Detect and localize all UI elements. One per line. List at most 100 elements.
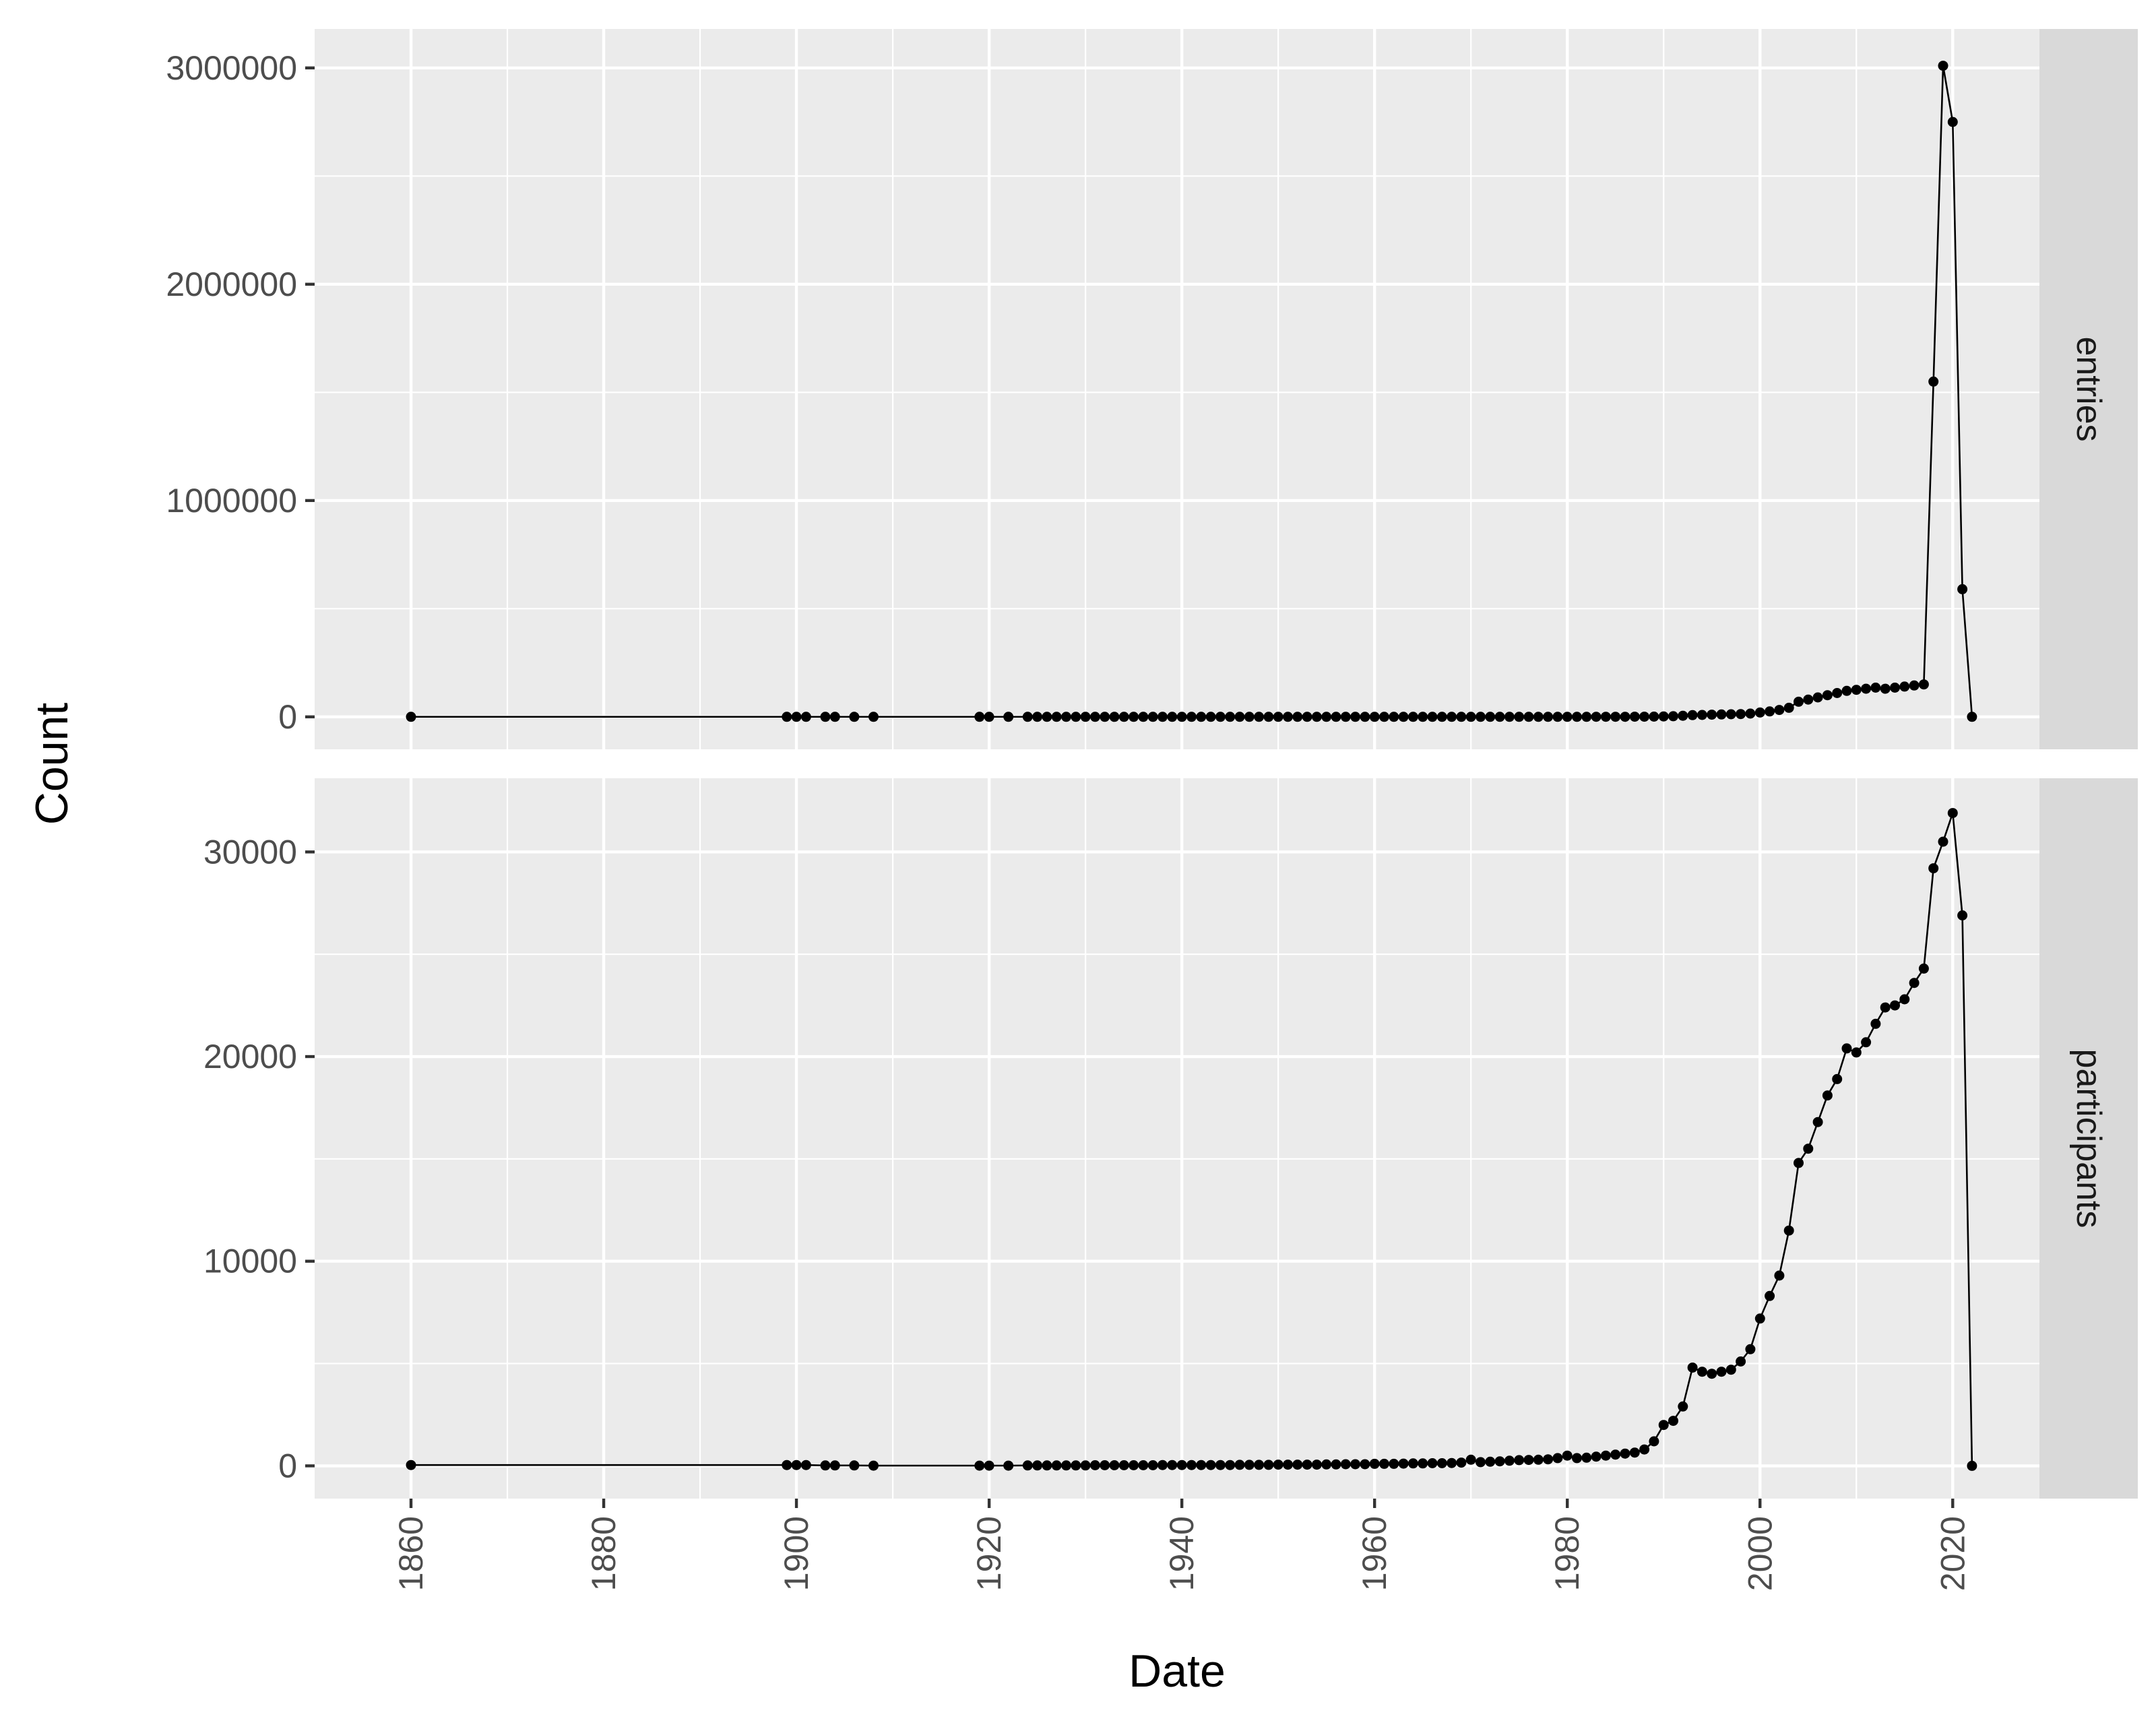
panel-entries-y-axis: 0 1000000 2000000 3000000 [166, 49, 315, 736]
entries-data-point [1389, 712, 1399, 722]
participants-data-point [1803, 1143, 1814, 1154]
entries-data-point [1109, 712, 1120, 722]
x-tick-label: 1860 [392, 1516, 430, 1591]
entries-data-point [1061, 712, 1071, 722]
participants-data-point [1283, 1460, 1293, 1470]
entries-data-point [1822, 690, 1833, 701]
entries-data-point [829, 712, 840, 722]
x-tick-label: 2020 [1934, 1516, 1971, 1591]
participants-data-point [1340, 1459, 1351, 1470]
participants-data-point [1707, 1369, 1717, 1379]
entries-data-point [1899, 681, 1910, 692]
entries-data-point [1080, 712, 1091, 722]
participants-data-point [1379, 1458, 1389, 1469]
x-tick-label: 1900 [778, 1516, 815, 1591]
entries-data-point [1331, 712, 1341, 722]
participants-data-point [1273, 1460, 1283, 1470]
y-tick-label: 20000 [203, 1038, 297, 1075]
participants-data-point [1369, 1458, 1380, 1469]
participants-data-point [1754, 1313, 1765, 1324]
x-axis: 1860 1880 1900 1920 1940 1960 1980 2000 2020 [392, 1499, 1971, 1591]
participants-data-point [1697, 1367, 1707, 1377]
entries-data-point [1687, 710, 1698, 720]
y-tick-label: 3000000 [166, 49, 297, 87]
entries-data-point [1273, 712, 1283, 722]
entries-data-point [1205, 712, 1216, 722]
y-tick-label: 1000000 [166, 482, 297, 520]
participants-data-point [1890, 1000, 1900, 1011]
strip-participants-background [2039, 778, 2138, 1499]
participants-data-point [1089, 1460, 1100, 1470]
entries-data-point [1234, 712, 1245, 722]
entries-data-point [1928, 376, 1939, 387]
participants-data-point [1158, 1460, 1168, 1470]
participants-data-point [1765, 1290, 1775, 1301]
entries-data-point [1591, 712, 1602, 722]
panel-participants-series [406, 808, 1977, 1471]
participants-data-point [1514, 1455, 1525, 1466]
strip-label-entries: entries [2069, 336, 2108, 441]
entries-data-point [1745, 708, 1756, 719]
entries-data-point [1051, 712, 1062, 722]
participants-data-point [1851, 1047, 1862, 1058]
entries-data-point [1398, 712, 1409, 722]
x-tick-label: 1880 [585, 1516, 623, 1591]
y-tick-label: 0 [278, 1447, 297, 1484]
entries-data-point [1725, 709, 1736, 720]
entries-data-point [1147, 712, 1158, 722]
participants-data-point [1234, 1460, 1245, 1470]
participants-data-point [1687, 1362, 1698, 1373]
participants-data-point [1572, 1453, 1582, 1464]
entries-data-point [1254, 712, 1265, 722]
entries-data-point [1707, 710, 1717, 720]
entries-data-point [984, 712, 994, 722]
entries-data-point [1456, 712, 1467, 722]
participants-data-point [849, 1460, 860, 1471]
strip-entries-background [2039, 29, 2138, 749]
participants-data-point [1118, 1460, 1129, 1470]
participants-data-point [1215, 1460, 1226, 1470]
entries-data-point [1957, 584, 1968, 594]
participants-data-point [1658, 1420, 1669, 1431]
entries-data-point [1167, 712, 1178, 722]
entries-data-point [1225, 712, 1236, 722]
x-axis-title: Date [1129, 1645, 1226, 1697]
entries-data-point [1774, 705, 1785, 716]
participants-data-point [1042, 1460, 1052, 1471]
entries-data-point [1407, 712, 1418, 722]
participants-data-point [1880, 1002, 1891, 1013]
x-tick-label: 1920 [970, 1516, 1008, 1591]
entries-data-point [1870, 683, 1881, 693]
participants-data-point [1465, 1454, 1476, 1465]
participants-data-point [1745, 1344, 1756, 1354]
participants-data-point [1533, 1454, 1544, 1465]
entries-data-point [1678, 710, 1688, 721]
entries-data-point [1042, 712, 1052, 722]
participants-data-point [1600, 1450, 1611, 1461]
entries-data-point [1244, 712, 1255, 722]
participants-data-point [1947, 808, 1958, 819]
entries-data-point [1620, 712, 1630, 722]
participants-data-point [1244, 1460, 1255, 1470]
participants-data-point [1186, 1460, 1197, 1470]
entries-data-point [1629, 712, 1640, 722]
participants-data-point [1909, 978, 1920, 989]
y-tick-label: 2000000 [166, 265, 297, 303]
panel-participants-background [315, 778, 2039, 1499]
entries-data-point [1938, 61, 1948, 71]
y-tick-label: 30000 [203, 833, 297, 871]
participants-data-point [1918, 963, 1929, 974]
entries-data-point [1572, 712, 1582, 722]
participants-data-point [974, 1460, 985, 1471]
participants-data-point [1494, 1456, 1505, 1467]
entries-data-point [1668, 711, 1678, 722]
entries-data-point [1418, 712, 1428, 722]
entries-data-point [1436, 712, 1447, 722]
participants-data-point [1071, 1460, 1081, 1471]
entries-data-point [1851, 685, 1862, 695]
participants-data-point [1129, 1460, 1139, 1470]
participants-data-point [782, 1460, 792, 1470]
entries-data-point [1890, 683, 1900, 693]
participants-data-point [1957, 910, 1968, 920]
